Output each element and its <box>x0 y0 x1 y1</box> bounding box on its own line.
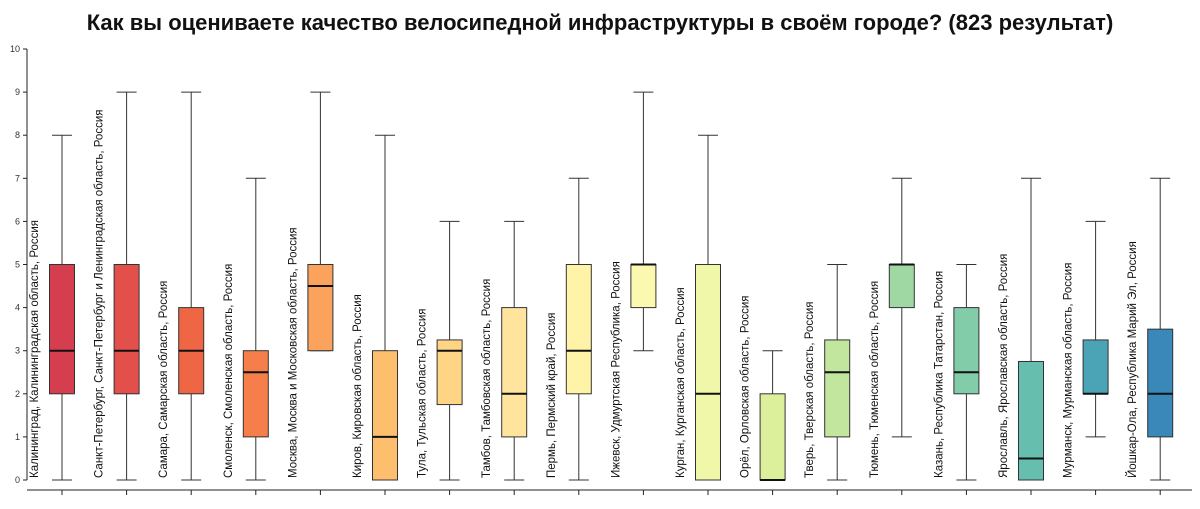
box-group: Тюмень, Тюменская область, Россия <box>869 177 915 495</box>
category-label: Москва, Москва и Московская область, Рос… <box>287 227 299 478</box>
box-iqr <box>242 350 269 438</box>
box-group: Смоленск, Смоленская область, Россия <box>223 177 269 495</box>
box-iqr <box>824 339 851 438</box>
category-label: Калининград, Калининградская область, Ро… <box>29 220 41 478</box>
box-group: Мурманск, Мурманская область, Россия <box>1063 220 1109 495</box>
y-tick-label: 4 <box>15 303 20 313</box>
y-tick-label: 0 <box>15 475 20 485</box>
box-group: Ярославль, Ярославская область, Россия <box>998 177 1044 495</box>
box-group: Казань, Республика Татарстан, Россия <box>933 264 980 495</box>
category-label: Курган, Курганская область, Россия <box>675 287 687 478</box>
box-iqr <box>49 264 75 395</box>
category-label: Тамбов, Тамбовская область, Россия <box>481 279 493 478</box>
box-group: Самара, Самарская область, Россия <box>158 91 205 495</box>
y-tick-label: 2 <box>15 389 20 399</box>
category-label: Тюмень, Тюменская область, Россия <box>869 281 881 478</box>
y-tick-label: 1 <box>15 432 20 442</box>
box-group: Тверь, Тверская область, Россия <box>804 264 851 495</box>
box-group: Орёл, Орловская область, Россия <box>740 295 786 495</box>
category-label: Орёл, Орловская область, Россия <box>740 295 752 478</box>
category-label: Санкт-Петербург, Санкт-Петербург и Ленин… <box>94 110 106 478</box>
box-iqr <box>1018 360 1044 481</box>
box-iqr <box>759 393 786 481</box>
box-group: Йошкар-Ола, Республика Марий Эл, Россия <box>1126 177 1174 495</box>
box-iqr <box>953 307 980 395</box>
category-label: Ижевск, Удмуртская Республика, Россия <box>610 261 622 478</box>
category-label: Мурманск, Мурманская область, Россия <box>1063 263 1075 478</box>
category-label: Тверь, Тверская область, Россия <box>804 302 816 479</box>
category-label: Тула, Тульская область, Россия <box>417 309 429 478</box>
box-group: Пермь, Пермский край, Россия <box>546 177 592 495</box>
box-group: Тамбов, Тамбовская область, Россия <box>481 220 528 495</box>
box-iqr <box>501 307 528 438</box>
box-group: Ижевск, Удмуртская Республика, Россия <box>610 91 657 495</box>
box-iqr <box>565 264 592 395</box>
box-group: Санкт-Петербург, Санкт-Петербург и Ленин… <box>94 91 140 495</box>
y-tick-label: 8 <box>15 130 20 140</box>
y-tick-label: 9 <box>15 87 20 97</box>
category-label: Смоленск, Смоленская область, Россия <box>223 264 235 478</box>
category-label: Казань, Республика Татарстан, Россия <box>933 271 945 478</box>
box-group: Киров, Кировская область, Россия <box>352 134 398 495</box>
category-label: Киров, Кировская область, Россия <box>352 294 364 478</box>
box-iqr <box>695 264 721 481</box>
box-iqr <box>436 339 463 406</box>
y-tick-label: 6 <box>15 216 20 226</box>
box-iqr <box>630 264 657 309</box>
box-group: Курган, Курганская область, Россия <box>675 134 721 495</box>
y-tick-label: 7 <box>15 173 20 183</box>
box-group: Калининград, Калининградская область, Ро… <box>29 134 75 495</box>
box-plot-series: Калининград, Калининградская область, Ро… <box>29 91 1174 495</box>
y-tick-label: 3 <box>15 346 20 356</box>
box-iqr <box>307 264 334 352</box>
y-tick-label: 10 <box>10 44 20 54</box>
box-group: Москва, Москва и Московская область, Рос… <box>287 91 334 495</box>
box-iqr <box>113 264 140 395</box>
box-iqr <box>1147 328 1174 438</box>
y-axis: 0 1 2 3 4 5 6 7 8 9 10 <box>10 44 1192 491</box>
category-label: Ярославль, Ярославская область, Россия <box>998 254 1010 478</box>
y-tick-label: 5 <box>15 260 20 270</box>
category-label: Пермь, Пермский край, Россия <box>546 313 558 478</box>
box-iqr <box>1082 339 1109 395</box>
box-iqr <box>372 350 398 481</box>
category-label: Йошкар-Ола, Республика Марий Эл, Россия <box>1126 241 1139 478</box>
chart-title: Как вы оцениваете качество велосипедной … <box>86 10 1114 35</box>
box-group: Тула, Тульская область, Россия <box>417 220 463 495</box>
box-iqr <box>888 264 915 309</box>
category-label: Самара, Самарская область, Россия <box>158 281 170 478</box>
